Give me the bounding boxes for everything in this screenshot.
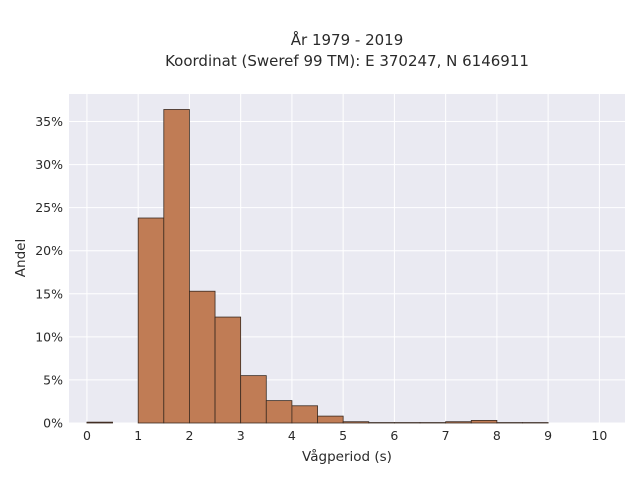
x-tick-label-6: 6 [390,428,398,443]
x-tick-label-1: 1 [134,428,142,443]
y-axis-label: Andel [13,239,29,277]
histogram-bar-3 [163,109,190,424]
y-tick-label-2: 10% [35,329,63,344]
y-tick-label-1: 5% [43,372,63,387]
histogram-bar-7 [265,400,293,424]
histogram-bar-9 [317,415,344,424]
x-tick-label-4: 4 [288,428,296,443]
x-tick-label-10: 10 [591,428,607,443]
histogram-bar-2 [137,217,165,424]
y-tick-label-7: 35% [35,114,63,129]
chart-title-line-1: År 1979 - 2019 [291,30,404,49]
histogram-bar-15 [470,420,498,424]
chart-title-line-2: Koordinat (Sweref 99 TM): E 370247, N 61… [165,52,529,70]
x-axis-label: Vågperiod (s) [302,448,392,465]
x-tick-label-8: 8 [493,428,501,443]
histogram-bar-14 [445,421,472,424]
x-tick-label-2: 2 [185,428,193,443]
histogram-bar-6 [240,375,267,424]
y-axis-ticks: 0% 5% 10% 15% 20% 25% 30% 35% [35,114,63,430]
x-tick-label-7: 7 [442,428,450,443]
y-tick-label-3: 15% [35,286,63,301]
histogram-bar-4 [189,290,216,424]
histogram-bar-10 [342,421,370,424]
histogram-bar-0 [86,421,113,424]
x-axis-ticks: 0 1 2 3 4 5 6 7 8 9 10 [83,428,607,443]
x-tick-label-0: 0 [83,428,91,443]
y-tick-label-0: 0% [43,416,63,431]
y-tick-label-4: 20% [35,243,63,258]
bars [86,109,549,424]
chart-title: År 1979 - 2019 Koordinat (Sweref 99 TM):… [165,30,529,70]
histogram-bar-5 [214,316,242,424]
x-tick-label-3: 3 [237,428,245,443]
y-tick-label-5: 25% [35,200,63,215]
y-tick-label-6: 30% [35,157,63,172]
x-tick-label-5: 5 [339,428,347,443]
x-tick-label-9: 9 [544,428,552,443]
histogram-bar-8 [291,405,318,424]
